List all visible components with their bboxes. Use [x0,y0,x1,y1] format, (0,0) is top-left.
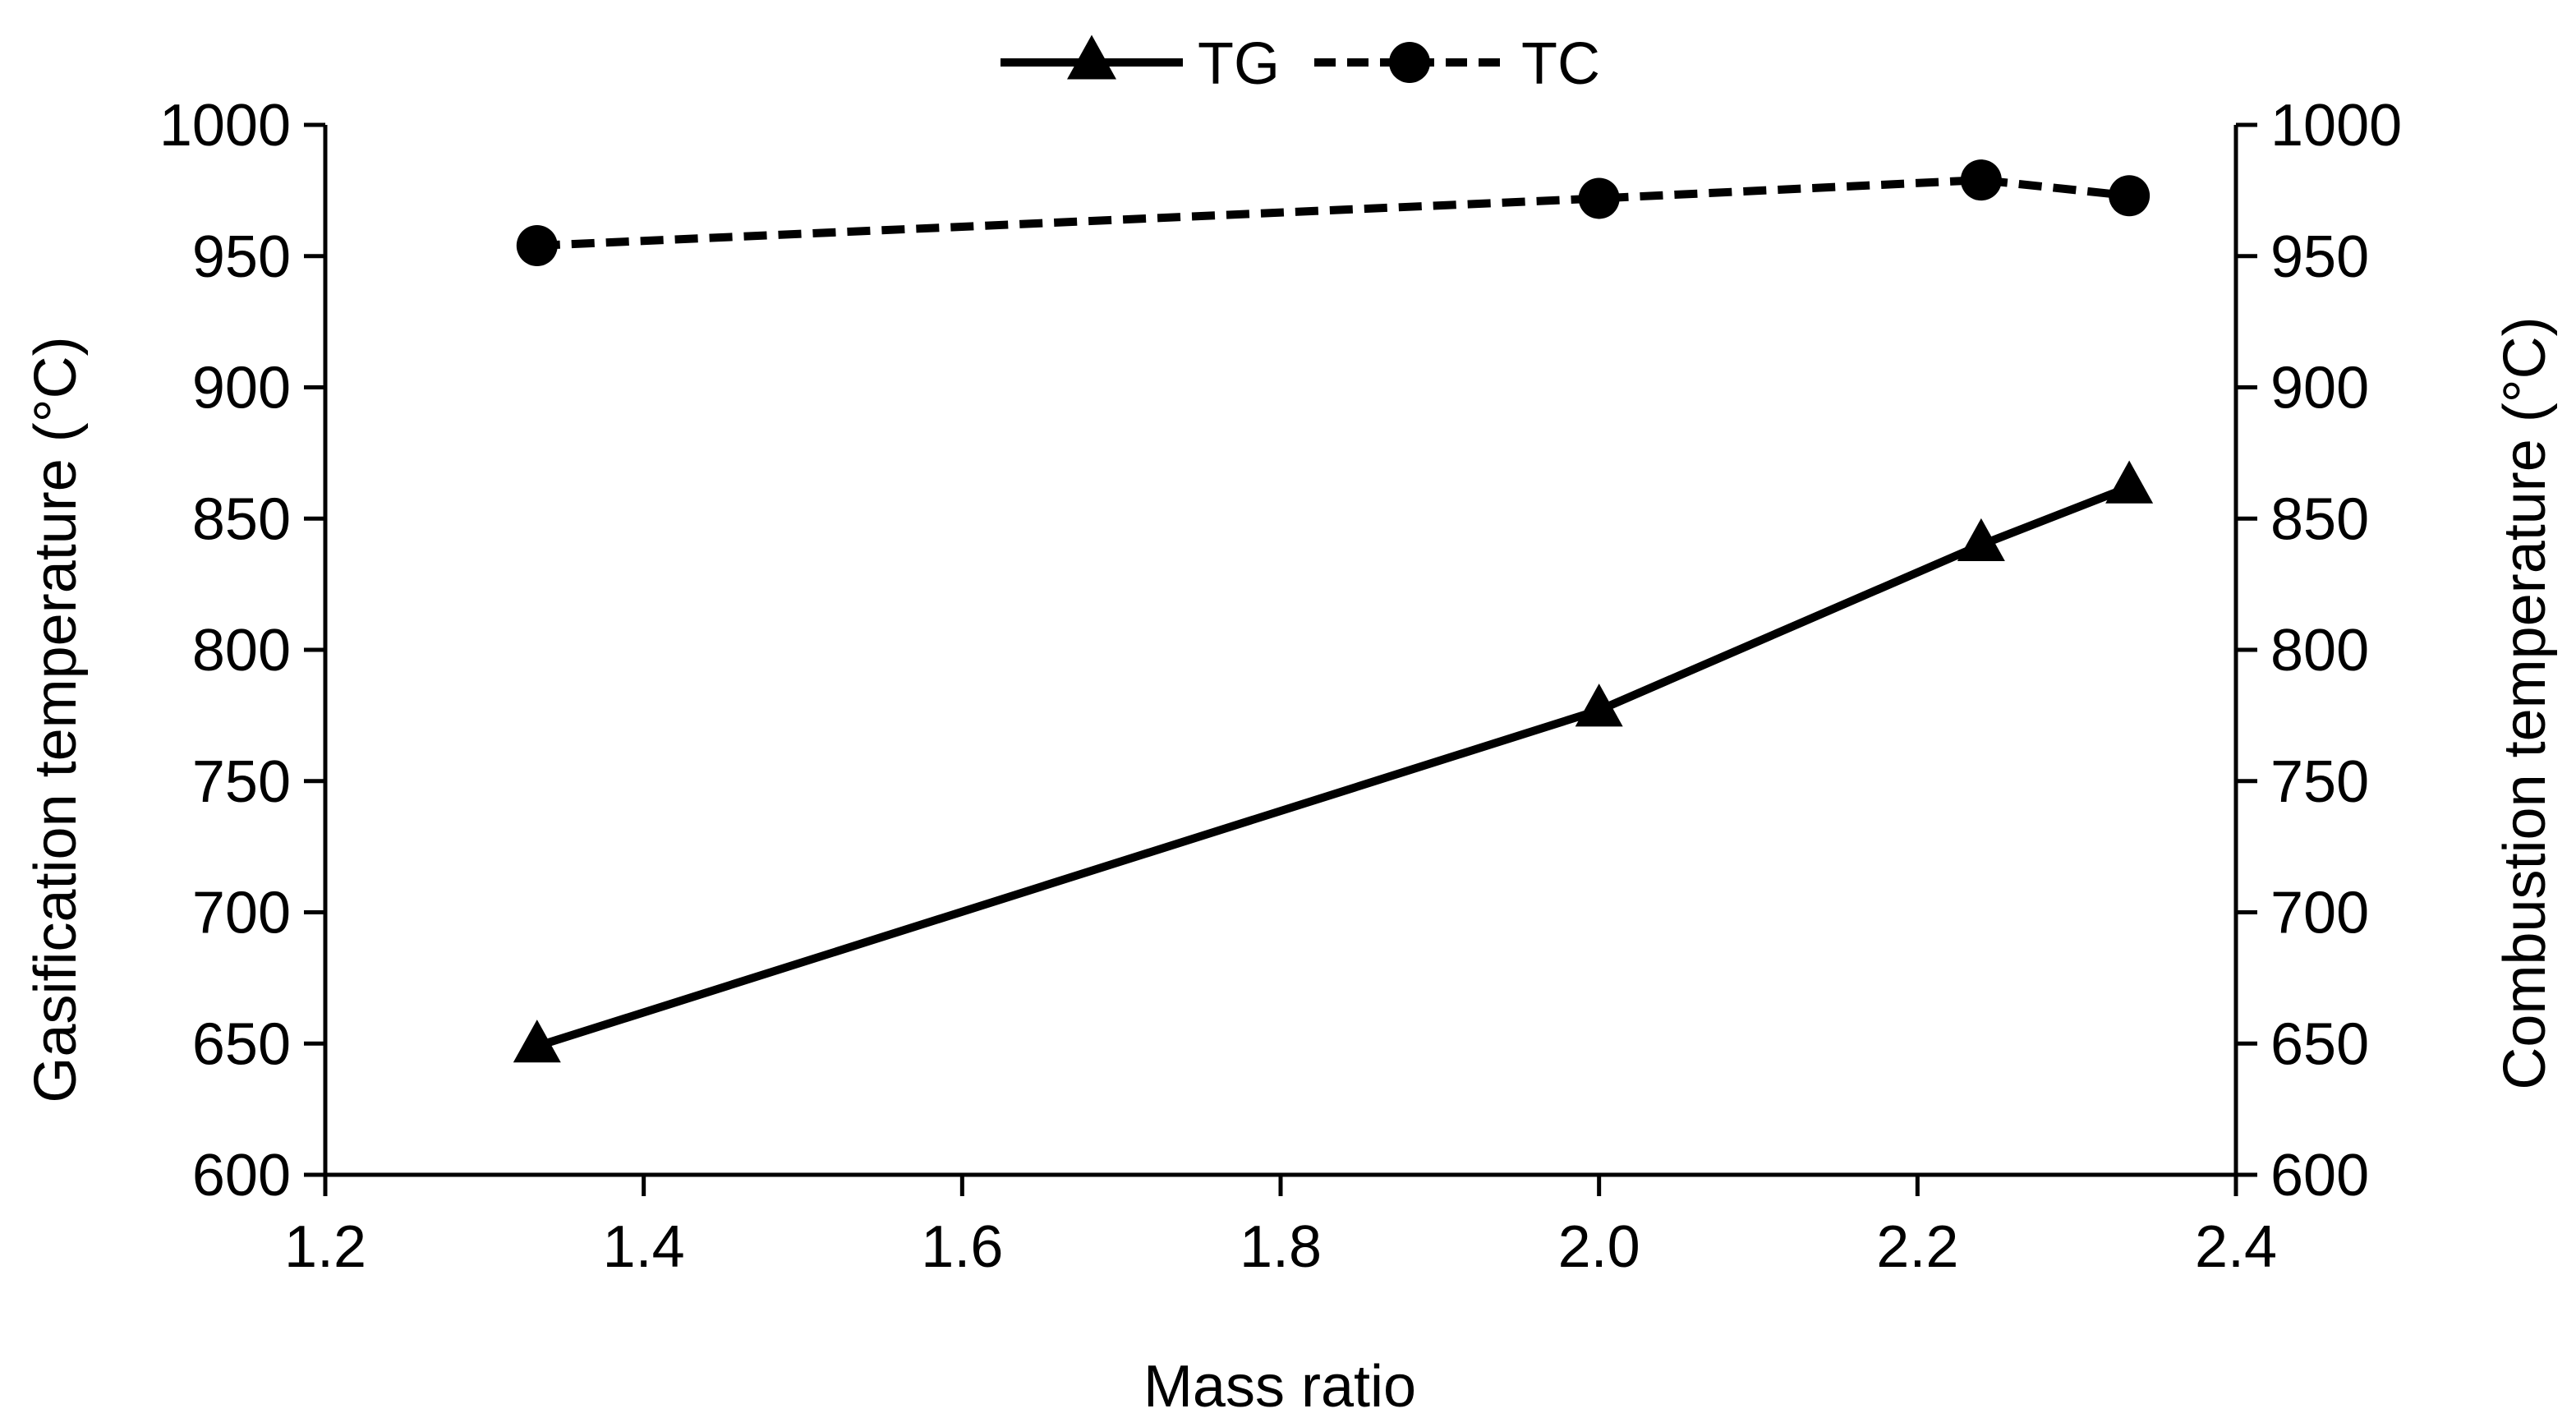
y-tick-label: 900 [192,356,291,421]
series-tg-point [1575,684,1623,727]
y2-tick-label: 1000 [2270,93,2402,159]
y-tick-label: 950 [192,224,291,290]
axes-layer: 1.2 1.4 1.6 1.8 2.0 2.2 2.46006507007508008509… [159,93,2402,1280]
legend: TG TC [1000,31,1600,97]
y2-tick-label: 600 [2270,1143,2369,1208]
y-tick-label: 750 [192,749,291,815]
series-tc-point [1578,177,1620,219]
y2-tick-label: 800 [2270,618,2369,684]
y-tick-label: 600 [192,1143,291,1208]
y-axis-title: Gasification temperature (°C) [23,336,89,1102]
y2-tick-label: 850 [2270,486,2369,552]
y-tick-label: 850 [192,486,291,552]
series-tg-point [2105,460,2154,504]
series-tc [516,159,2150,266]
x-tick-label: 2.2 [1876,1214,1958,1280]
series-layer [513,159,2154,1063]
y-tick-label: 800 [192,618,291,684]
series-tg-line [536,483,2131,1051]
series-tg [513,460,2154,1063]
x-tick-label: 1.8 [1240,1214,1322,1280]
y-tick-label: 700 [192,881,291,946]
x-tick-label: 1.2 [284,1214,366,1280]
y2-tick-label: 900 [2270,356,2369,421]
x-tick-label: 2.4 [2195,1214,2277,1280]
y-tick-label: 1000 [159,93,291,159]
x-tick-label: 1.6 [921,1214,1003,1280]
y2-tick-label: 700 [2270,881,2369,946]
series-tc-point [516,224,558,266]
legend-label-tc: TC [1521,31,1600,97]
series-tc-point [1960,159,2002,201]
series-tg-point [1957,518,2005,562]
legend-item-tg: TG [1000,31,1280,97]
series-tc-point [2109,175,2150,217]
x-tick-label: 1.4 [603,1214,685,1280]
legend-label-tg: TG [1198,31,1280,97]
x-tick-label: 2.0 [1558,1214,1640,1280]
x-axis-title: Mass ratio [1143,1354,1416,1420]
y2-tick-label: 750 [2270,749,2369,815]
series-tc-line [536,176,2130,250]
legend-marker-tg [1067,35,1116,80]
y2-tick-label: 950 [2270,224,2369,290]
y-tick-label: 650 [192,1011,291,1077]
legend-item-tc: TC [1314,31,1600,97]
legend-marker-tc [1389,42,1430,83]
y2-axis-title: Combustion temperature (°C) [2492,316,2558,1089]
series-tg-point [513,1020,561,1063]
y2-tick-label: 650 [2270,1011,2369,1077]
